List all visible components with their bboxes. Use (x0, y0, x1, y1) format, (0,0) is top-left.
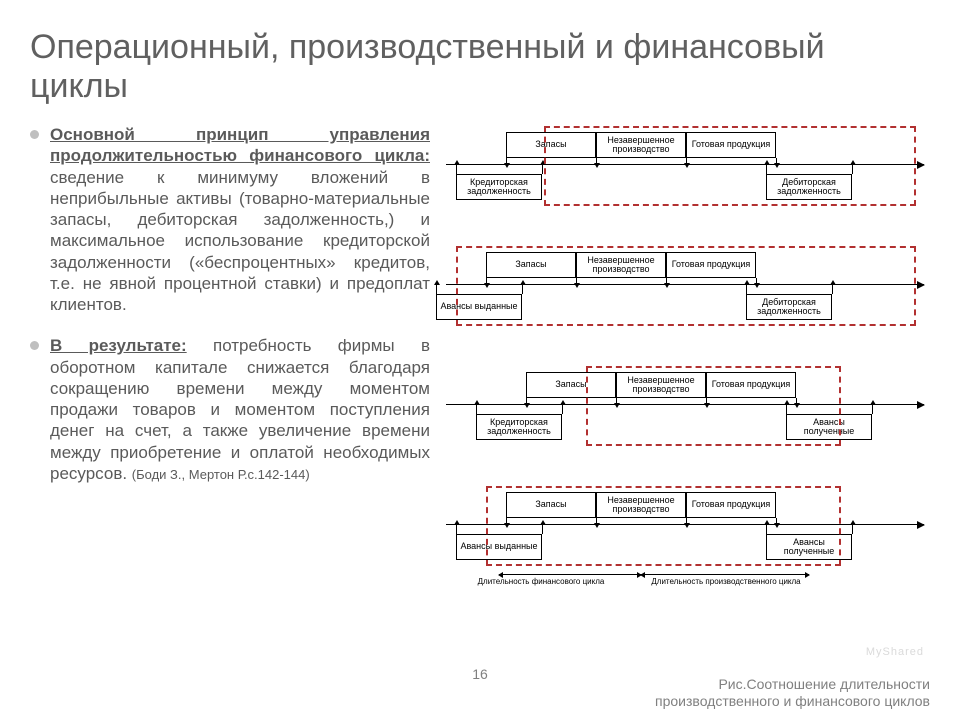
diagram-panel: ЗапасыНезавершенное производствоГотовая … (446, 364, 926, 494)
financial-cycle-frame (456, 246, 916, 326)
text-column: Основной принцип управления продолжитель… (30, 124, 430, 664)
tick-mark (506, 158, 507, 164)
legend-label-left: Длительность финансового цикла (476, 578, 606, 586)
bullet-2: В результате: потребность фирмы в оборот… (30, 335, 430, 484)
financial-cycle-frame (486, 486, 841, 566)
tick-mark (852, 524, 853, 534)
diagram-panel: ЗапасыНезавершенное производствоГотовая … (446, 124, 926, 254)
tick-mark (526, 398, 527, 404)
bullet-1: Основной принцип управления продолжитель… (30, 124, 430, 315)
legend-span-left (499, 574, 641, 575)
left-liability-box: Кредиторская задолженность (476, 414, 562, 440)
bullet-2-source: (Боди З., Мертон Р.с.142-144) (132, 467, 310, 482)
diagram-panel: ЗапасыНезавершенное производствоГотовая … (446, 484, 926, 614)
figure-caption: Рис.Соотношение длительности производств… (655, 676, 930, 710)
slide-title: Операционный, производственный и финансо… (30, 28, 930, 106)
columns: Основной принцип управления продолжитель… (30, 124, 930, 664)
bullet-list: Основной принцип управления продолжитель… (30, 124, 430, 484)
tick-mark (476, 404, 477, 414)
cycles-diagram: ЗапасыНезавершенное производствоГотовая … (446, 124, 926, 664)
diagram-panel: ЗапасыНезавершенное производствоГотовая … (446, 244, 926, 374)
bullet-2-rest: потребность фирмы в оборотном капитале с… (50, 336, 430, 483)
tick-mark (436, 284, 437, 294)
bullet-1-lead: Основной принцип управления продолжитель… (50, 125, 430, 165)
financial-cycle-frame (544, 126, 916, 206)
tick-mark (872, 404, 873, 414)
bullet-2-lead: В результате: (50, 336, 187, 355)
figure-caption-l1: Рис.Соотношение длительности (718, 676, 930, 692)
left-liability-box: Кредиторская задолженность (456, 174, 542, 200)
slide: Операционный, производственный и финансо… (0, 0, 960, 720)
diagram-column: ЗапасыНезавершенное производствоГотовая … (446, 124, 930, 664)
tick-mark (562, 404, 563, 414)
watermark: MyShared (866, 646, 924, 658)
financial-cycle-frame (586, 366, 841, 446)
tick-mark (456, 524, 457, 534)
figure-caption-l2: производственного и финансового циклов (655, 693, 930, 709)
bullet-1-rest: сведение к минимуму вложений в неприбыль… (50, 168, 430, 315)
page-number: 16 (472, 666, 488, 682)
legend-label-right: Длительность производственного цикла (651, 578, 801, 586)
tick-mark (456, 164, 457, 174)
legend-span-right (641, 574, 809, 575)
tick-mark (542, 164, 543, 174)
